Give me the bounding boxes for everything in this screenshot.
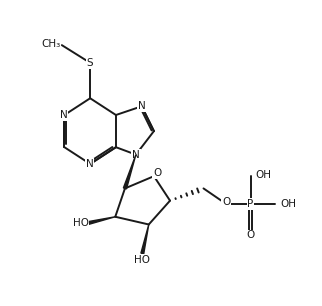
Text: N: N <box>132 150 140 160</box>
Text: N: N <box>60 110 68 120</box>
Polygon shape <box>87 217 115 225</box>
Text: HO: HO <box>134 255 150 265</box>
Text: CH₃: CH₃ <box>41 39 60 49</box>
Text: P: P <box>247 199 254 209</box>
Text: O: O <box>222 197 230 207</box>
Text: O: O <box>153 168 161 178</box>
Text: S: S <box>87 58 93 68</box>
Polygon shape <box>141 225 149 254</box>
Text: N: N <box>86 159 93 169</box>
Text: O: O <box>246 230 255 241</box>
Polygon shape <box>123 155 136 189</box>
Text: OH: OH <box>255 170 271 180</box>
Text: N: N <box>138 101 146 111</box>
Text: HO: HO <box>72 218 89 228</box>
Text: OH: OH <box>280 199 296 209</box>
